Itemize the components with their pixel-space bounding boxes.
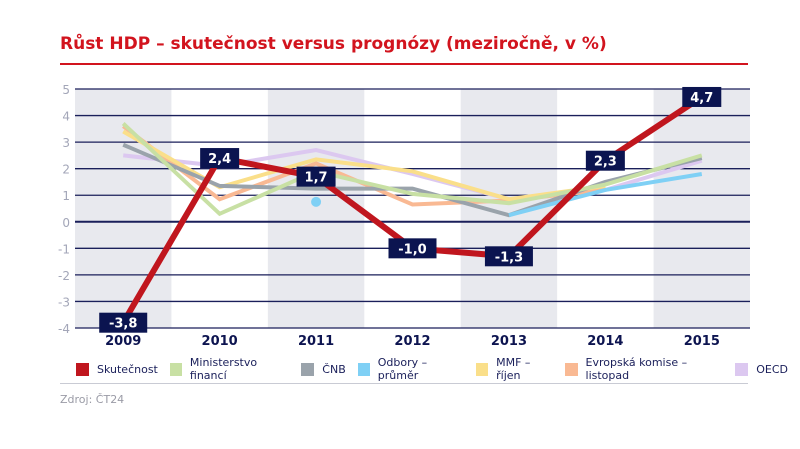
y-tick-label: 1 [62, 189, 70, 203]
data-label-box [484, 246, 533, 267]
data-label: 2,3 [594, 155, 617, 170]
source-note: Zdroj: ČT24 [60, 393, 125, 406]
data-label-box [99, 312, 148, 333]
legend-item: Evropská komise – listopad [565, 356, 723, 382]
title-divider [60, 63, 748, 65]
legend-swatch [76, 362, 89, 376]
y-tick-label: -4 [58, 322, 70, 336]
legend-item: Skutečnost [76, 356, 158, 382]
column-band [75, 89, 172, 328]
y-tick-label: 2 [62, 163, 70, 177]
legend-item: ČNB [301, 356, 346, 382]
data-label: -1,3 [495, 250, 523, 265]
y-tick-label: -1 [58, 242, 70, 256]
data-label: -1,0 [398, 242, 426, 257]
x-tick-label: 2015 [684, 334, 720, 349]
footer-divider [60, 383, 748, 384]
data-label: 2,4 [208, 152, 231, 167]
legend-swatch [357, 362, 370, 376]
legend-item: OECD [735, 356, 788, 382]
legend: Skutečnost Ministerstvo financí ČNB Odbory … [76, 356, 800, 382]
data-label: 4,7 [690, 91, 713, 106]
data-point [311, 196, 322, 207]
y-tick-label: 5 [62, 83, 70, 97]
data-label-box [200, 148, 240, 169]
data-label-box [388, 238, 437, 259]
y-tick-label: -3 [58, 295, 70, 309]
legend-label: OECD [756, 362, 789, 376]
legend-label: Evropská komise – listopad [585, 356, 688, 382]
legend-label: Skutečnost [97, 362, 158, 376]
series-line [120, 94, 704, 325]
legend-label: ČNB [322, 362, 346, 376]
legend-label: Odbory – průměr [377, 356, 428, 382]
y-tick-label: 4 [62, 110, 70, 124]
x-tick-label: 2013 [491, 334, 527, 349]
series-line [508, 172, 703, 218]
data-label-box [682, 86, 722, 107]
legend-swatch [301, 362, 315, 376]
data-label-box [296, 166, 336, 187]
y-tick-label: 3 [62, 136, 70, 150]
data-label: 1,7 [305, 171, 328, 186]
legend-swatch [476, 362, 489, 376]
column-band [267, 89, 365, 328]
legend-label: MMF – říjen [496, 356, 531, 382]
y-tick-label: 0 [62, 216, 70, 230]
data-label: -3,8 [109, 317, 137, 332]
y-tick-label: -2 [58, 269, 70, 283]
legend-swatch [735, 362, 749, 376]
chart-title: Růst HDP – skutečnost versus prognózy (m… [60, 34, 607, 54]
legend-item: Odbory – průměr [357, 356, 464, 382]
x-tick-label: 2010 [202, 334, 238, 349]
series-line [122, 142, 703, 218]
x-tick-label: 2012 [394, 334, 430, 349]
series-line [121, 122, 703, 217]
data-label-box [585, 150, 625, 171]
x-tick-label: 2011 [298, 334, 334, 349]
x-tick-label: 2014 [587, 334, 623, 349]
legend-swatch [565, 362, 578, 376]
x-tick-label: 2009 [105, 334, 141, 349]
column-band [653, 89, 750, 328]
legend-swatch [169, 362, 182, 376]
column-band [460, 89, 558, 328]
legend-item: MMF – říjen [476, 356, 553, 382]
legend-item: Ministerstvo financí [169, 356, 289, 382]
legend-label: Ministerstvo financí [189, 356, 258, 382]
